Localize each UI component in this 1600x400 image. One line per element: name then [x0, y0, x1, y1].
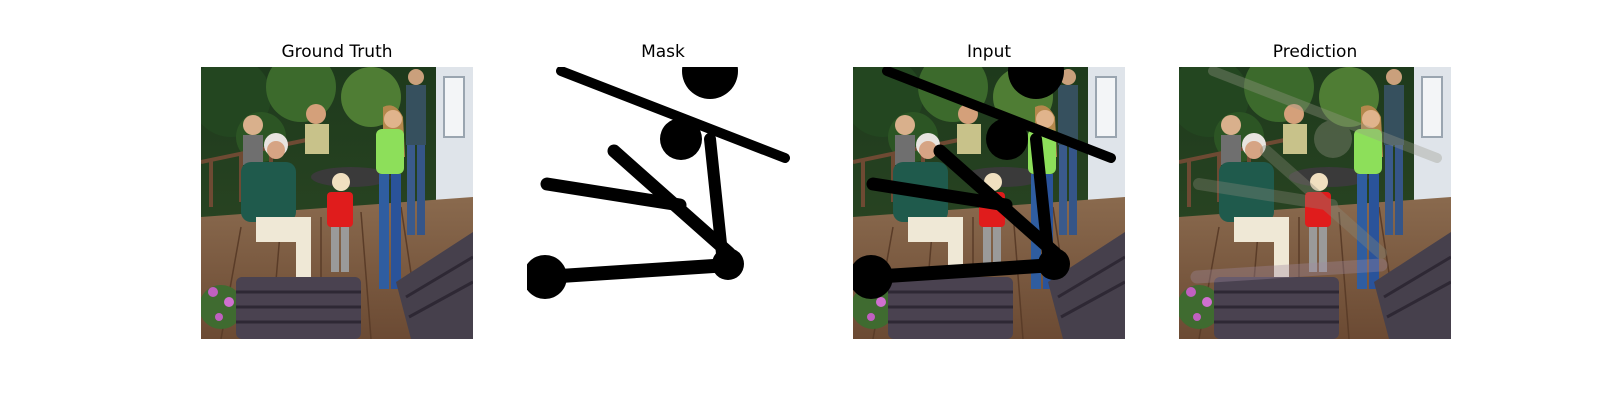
mask-image: [527, 67, 799, 339]
panel-title: Ground Truth: [281, 42, 393, 62]
input-image: [853, 67, 1125, 339]
prediction-image: [1179, 67, 1451, 339]
panel-title: Prediction: [1272, 42, 1358, 62]
panel-title: Mask: [641, 42, 685, 62]
panel-title: Input: [966, 42, 1012, 62]
ground-truth-image: [201, 67, 473, 339]
